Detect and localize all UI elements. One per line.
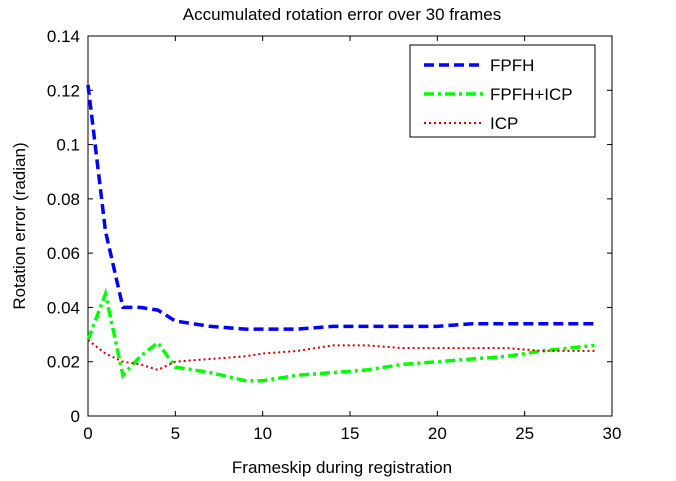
x-tick-label: 15 [341,424,360,443]
x-tick-label: 30 [603,424,622,443]
series-line-icp [87,339,595,371]
y-tick-label: 0.02 [47,353,80,372]
series-line-fpfh [86,84,595,331]
chart-title: Accumulated rotation error over 30 frame… [183,5,501,24]
axis-ticks: 0 5 10 15 20 25 30 0 0.02 0.04 0.06 0.08 0.1 0.12 0.14 [47,27,622,443]
y-tick-label: 0.1 [56,136,80,155]
data-series [86,84,595,383]
y-tick-label: 0 [71,407,80,426]
legend-box [409,44,596,138]
x-tick-label: 10 [253,424,272,443]
legend: FPFH FPFH+ICP ICP [409,44,596,138]
legend-label: FPFH+ICP [490,85,573,104]
legend-label: FPFH [490,56,534,75]
y-tick-label: 0.08 [47,190,80,209]
x-tick-label: 20 [428,424,447,443]
y-tick-label: 0.14 [47,27,80,46]
x-tick-label: 25 [515,424,534,443]
x-tick-label: 5 [171,424,180,443]
y-tick-label: 0.12 [47,81,80,100]
legend-label: ICP [490,114,518,133]
y-axis-label: Rotation error (radian) [10,142,29,309]
series-line-fpfh-icp [86,287,595,383]
x-axis-label: Frameskip during registration [232,458,452,477]
y-tick-label: 0.06 [47,244,80,263]
x-tick-label: 0 [83,424,92,443]
y-tick-label: 0.04 [47,298,80,317]
